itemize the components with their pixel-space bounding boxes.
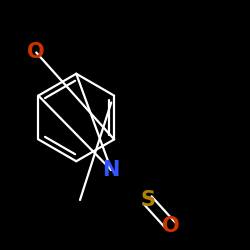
Text: O: O: [162, 216, 180, 236]
Text: S: S: [140, 190, 155, 210]
Text: N: N: [102, 160, 120, 180]
Text: O: O: [28, 42, 45, 62]
